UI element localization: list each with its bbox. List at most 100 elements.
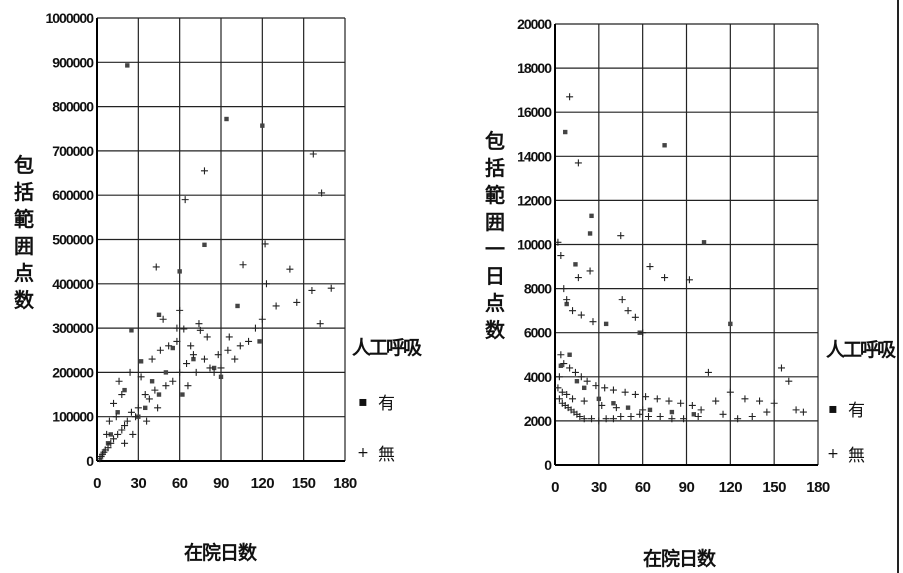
data-point-no <box>580 415 588 423</box>
data-point-no <box>697 406 705 414</box>
data-point-no <box>680 415 688 423</box>
data-point-no <box>261 240 269 248</box>
data-point-yes <box>574 379 580 384</box>
legend-item-no-right: + 無 <box>826 441 865 467</box>
data-point-no <box>327 284 335 292</box>
y-tick-label: 4000 <box>524 369 552 385</box>
data-point-yes <box>596 396 602 402</box>
legend-left: 人工呼吸 <box>352 333 422 360</box>
data-point-no <box>560 285 568 293</box>
y-tick-label: 12000 <box>517 192 552 208</box>
y-tick-label: 900000 <box>52 54 94 70</box>
data-point-no <box>165 342 173 350</box>
data-point-yes <box>180 392 185 397</box>
data-point-no <box>612 404 620 412</box>
data-point-no <box>588 415 596 423</box>
data-point-no <box>668 415 676 423</box>
data-point-no <box>184 382 192 390</box>
data-point-no <box>308 286 316 294</box>
y-tick-label: 18000 <box>517 60 552 76</box>
data-point-yes <box>589 213 594 219</box>
data-point-yes <box>235 303 240 309</box>
y-tick-label: 100000 <box>52 409 94 425</box>
data-point-no <box>574 159 582 167</box>
data-point-yes <box>587 231 593 236</box>
legend-item-no-left: + 無 <box>356 440 395 466</box>
data-point-yes <box>138 359 144 364</box>
legend-title-right: 人工呼吸 <box>826 339 896 361</box>
data-point-no <box>203 333 211 341</box>
data-point-no <box>112 413 120 421</box>
data-point-no <box>114 430 122 438</box>
data-point-no <box>574 274 582 282</box>
y-tick-label: 0 <box>544 457 552 473</box>
data-point-no <box>196 326 204 334</box>
data-point-no <box>96 455 104 463</box>
data-point-no <box>554 384 562 392</box>
data-point-no <box>618 296 626 304</box>
data-point-no <box>173 324 181 332</box>
data-point-no <box>624 307 632 315</box>
data-point-no <box>566 93 574 101</box>
data-point-yes <box>691 412 697 417</box>
chart-total-points: 0 30 60 90 120 150 180 0 100000 200000 300000 40000… <box>45 10 357 492</box>
data-point-yes <box>156 312 162 318</box>
data-point-no <box>118 426 126 434</box>
data-point-no <box>631 313 639 321</box>
x-tick-label: 120 <box>251 475 275 492</box>
data-point-no <box>210 368 218 376</box>
legend-label-yes-left: 有 <box>378 394 395 414</box>
data-point-no <box>598 401 606 409</box>
data-point-no <box>126 368 134 376</box>
data-point-no <box>272 302 280 310</box>
data-point-no <box>577 373 585 381</box>
data-point-no <box>143 417 151 425</box>
data-point-no <box>183 360 191 368</box>
data-point-yes <box>647 407 653 413</box>
data-point-no <box>123 417 131 425</box>
data-point-no <box>176 306 184 314</box>
data-point-yes <box>156 392 162 397</box>
data-point-no <box>799 408 807 416</box>
x-tick-label: 90 <box>213 475 229 492</box>
y-tick-label: 16000 <box>517 104 552 120</box>
x-tick-label: 0 <box>93 475 101 492</box>
data-point-yes <box>567 352 572 357</box>
data-point-no <box>602 415 610 423</box>
data-point-no <box>577 311 585 319</box>
data-point-no <box>107 439 115 447</box>
data-point-yes <box>603 321 609 327</box>
y-axis-title-left: 包括範囲点数 <box>14 153 34 312</box>
x-tick-label: 60 <box>172 475 188 492</box>
data-point-no <box>293 298 301 306</box>
x-axis-title-left: 在院日数 <box>184 542 257 564</box>
data-point-yes <box>191 356 196 362</box>
y-tick-label: 8000 <box>524 281 552 297</box>
data-point-no <box>576 412 584 420</box>
data-point-no <box>110 399 118 407</box>
data-point-yes <box>108 432 113 437</box>
data-point-no <box>645 412 653 420</box>
data-point-yes <box>202 242 207 248</box>
data-point-no <box>132 413 140 421</box>
y-tick-label: 14000 <box>517 148 552 164</box>
data-point-no <box>181 196 189 204</box>
data-point-no <box>636 410 644 418</box>
data-point-no <box>115 377 123 385</box>
data-point-no <box>134 404 142 412</box>
y-tick-label: 10000 <box>517 237 552 253</box>
data-point-no <box>239 261 247 269</box>
data-point-no <box>756 397 764 405</box>
data-point-no <box>145 395 153 403</box>
data-point-no <box>792 406 800 414</box>
data-point-yes <box>701 240 707 245</box>
data-point-no <box>609 386 617 394</box>
plus-marker-icon: + <box>357 444 369 461</box>
y-tick-label: 20000 <box>517 16 552 32</box>
data-point-no <box>601 384 609 392</box>
data-point-no <box>617 232 625 240</box>
data-point-no <box>563 390 571 398</box>
data-point-no <box>557 351 565 359</box>
data-point-yes <box>564 301 569 307</box>
data-point-no <box>569 395 577 403</box>
